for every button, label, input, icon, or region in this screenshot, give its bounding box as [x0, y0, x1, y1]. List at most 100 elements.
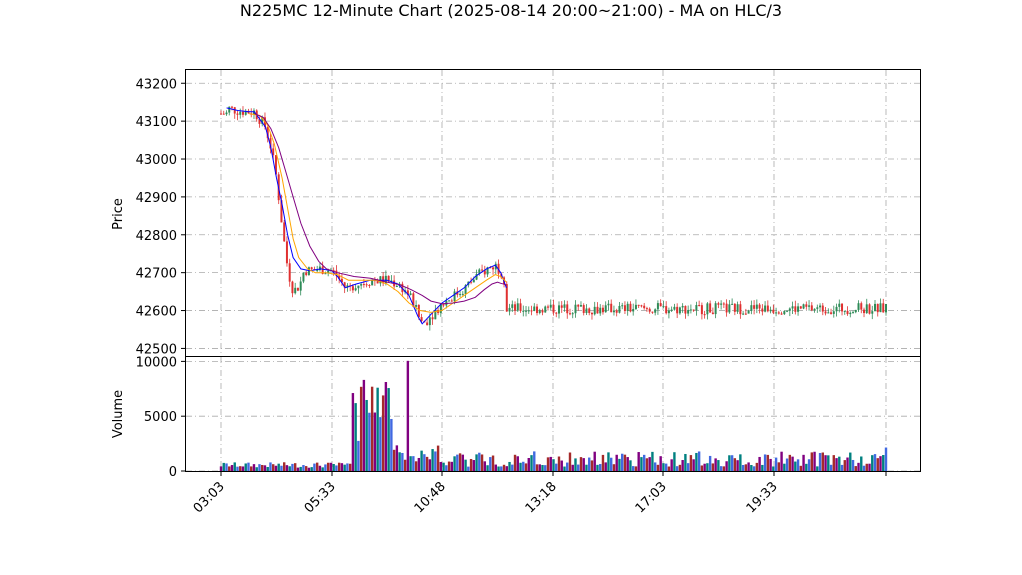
candle-body [475, 273, 478, 280]
chart-title: N225MC 12-Minute Chart (2025-08-14 20:00… [240, 1, 782, 20]
volume-bar [706, 463, 709, 471]
candle-body [417, 304, 420, 318]
candle-body [764, 305, 767, 312]
candle-body [626, 303, 629, 312]
volume-bar [582, 458, 585, 471]
candle-body [566, 304, 569, 314]
candle-body [805, 304, 808, 307]
moving-average-line-2 [248, 113, 507, 313]
candle-body [634, 304, 637, 309]
candle-body [640, 305, 643, 307]
candle-body [720, 303, 723, 305]
volume-bar [560, 460, 563, 471]
candle-body [544, 306, 547, 313]
volume-bar [519, 462, 522, 471]
candle-body [390, 280, 393, 282]
candle-body [755, 304, 758, 309]
candle-body [835, 306, 838, 312]
volume-bar [516, 456, 519, 471]
volume-bar [263, 465, 267, 471]
volume-bar [667, 466, 671, 471]
candle-body [885, 303, 887, 313]
candle-body [557, 305, 560, 314]
volume-bar [884, 447, 888, 471]
candle-body [593, 306, 596, 315]
volume-bar [417, 457, 421, 471]
volume-bar [244, 463, 247, 471]
candle-body [698, 305, 701, 307]
candle-body [610, 303, 613, 313]
candle-body [665, 306, 668, 314]
volume-bar [675, 466, 679, 471]
candle-body [687, 309, 690, 314]
candle-body [225, 112, 228, 115]
candle-body [865, 304, 868, 314]
volume-bar [860, 456, 863, 471]
volume-bar [571, 464, 574, 471]
volume-bar [684, 453, 687, 471]
candle-body [261, 117, 264, 124]
candle-body [670, 309, 673, 311]
candle-body [568, 313, 571, 315]
volume-bar [843, 460, 846, 471]
volume-bar [719, 466, 723, 471]
candle-body [522, 310, 525, 312]
volume-bar [219, 466, 223, 471]
volume-bar [854, 466, 857, 471]
volume-bar [711, 463, 715, 471]
volume-gridlines [186, 357, 920, 472]
candle-body [791, 306, 794, 309]
volume-bar [601, 454, 605, 471]
candle-body [810, 305, 813, 311]
volume-bar [250, 466, 253, 471]
volume-bar [285, 465, 289, 471]
candle-body [332, 270, 335, 272]
candle-body [588, 308, 591, 313]
price-ytick-label: 42600 [136, 305, 177, 320]
candle-body [838, 303, 841, 307]
candle-body [821, 305, 824, 312]
volume-bar [527, 457, 530, 471]
volume-bar [420, 450, 423, 471]
candle-body [830, 312, 833, 314]
candle-body [808, 305, 811, 307]
candle-body [596, 306, 599, 314]
candle-body [654, 309, 657, 313]
candle-body [750, 305, 753, 311]
candle-body [360, 284, 363, 286]
volume-bar [346, 463, 349, 471]
candle-body [769, 309, 772, 312]
volume-bar [750, 465, 753, 471]
volume-bar [348, 463, 352, 471]
candle-body [530, 310, 533, 312]
volume-bar [370, 386, 374, 471]
volume-bar [588, 457, 591, 471]
volume-bar [673, 452, 676, 471]
volume-bar [637, 452, 640, 471]
volume-bar [574, 458, 577, 471]
candle-body [733, 303, 736, 312]
candle-body [280, 200, 283, 223]
volume-bar [269, 462, 272, 471]
volume-bar [838, 456, 841, 471]
candle-body [516, 303, 519, 311]
candle-body [387, 275, 390, 282]
volume-bar [442, 462, 445, 471]
volume-bar [623, 454, 627, 471]
volume-bar [879, 456, 882, 471]
candle-body [871, 311, 874, 314]
volume-bar [794, 461, 797, 471]
volume-bar [354, 403, 357, 471]
candle-body [645, 308, 648, 310]
candle-body [711, 312, 714, 315]
candle-body [706, 303, 709, 315]
candle-body [676, 306, 679, 314]
volume-bar [329, 462, 333, 471]
volume-bar [288, 466, 291, 471]
candle-body [346, 285, 349, 288]
volume-bar [280, 465, 283, 471]
candle-body [824, 311, 827, 314]
volume-bar [483, 461, 487, 471]
moving-average-line-1 [226, 107, 507, 325]
